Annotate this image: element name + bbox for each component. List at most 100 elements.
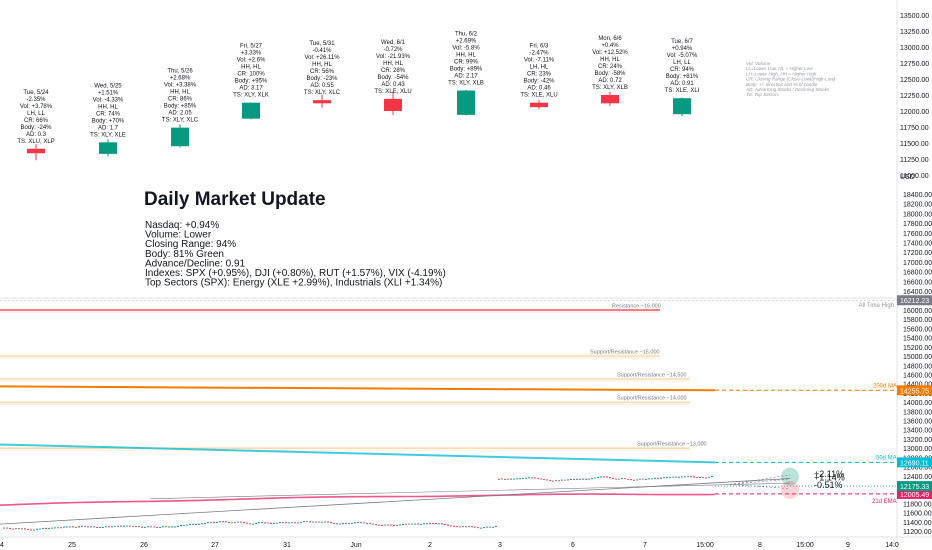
mid-y-tick-label: 18400.00 <box>903 192 932 199</box>
intraday-candle <box>633 479 635 481</box>
stat-line: Closing Range: 94% <box>145 239 236 250</box>
day-stat-line: AD: 0.3 <box>26 132 47 138</box>
day-stat-line: CR: 86% <box>168 97 193 103</box>
intraday-candle <box>141 526 143 528</box>
intraday-candle <box>684 476 686 478</box>
day-stat-line: AD: 0.43 <box>381 82 405 88</box>
day-stat-line: LH, HL <box>530 65 549 71</box>
ma-50-price-box <box>897 457 932 468</box>
intraday-candle <box>249 523 251 525</box>
legend-line: CR: Closing Range (Close-Low)/(High-Low) <box>746 77 836 82</box>
candle-body <box>673 98 691 115</box>
intraday-candle <box>174 526 176 528</box>
y-tick-label: 14000.00 <box>903 400 932 407</box>
candle-body <box>384 98 402 111</box>
legend-line: LH=Lower High, HH = Higher High <box>746 71 817 76</box>
intraday-candle <box>642 478 644 480</box>
intraday-candle <box>366 523 368 524</box>
y-tick-label: 13000.00 <box>900 45 929 52</box>
y-tick-label: 13500.00 <box>900 13 929 20</box>
intraday-candle <box>537 478 539 479</box>
intraday-candle <box>288 522 290 524</box>
intraday-candle <box>321 521 323 523</box>
intraday-candle <box>117 525 119 527</box>
intraday-candle <box>582 478 584 480</box>
intraday-candle <box>207 522 209 524</box>
intraday-candle <box>615 478 617 480</box>
intraday-candle <box>540 478 542 480</box>
ema-21-label: 21d EMA <box>872 499 897 505</box>
intraday-candle <box>180 525 182 526</box>
intraday-candle <box>372 523 374 525</box>
day-stat-line: Body: +89% <box>450 67 483 73</box>
day-stat-line: TS: XLY, XLB <box>592 85 628 91</box>
mid-y-tick-label: 16600.00 <box>903 279 932 286</box>
ma-200-price-label: 14255.75 <box>900 388 929 395</box>
day-stat-line: HH, HL <box>241 65 261 71</box>
day-stat-line: LH, LL <box>673 60 691 66</box>
intraday-candle <box>687 476 689 478</box>
mid-y-tick-label: 16800.00 <box>903 270 932 277</box>
intraday-candle <box>420 524 422 525</box>
intraday-candle <box>132 526 134 527</box>
y-tick-label: 13400.00 <box>903 428 932 435</box>
intraday-candle <box>210 522 212 524</box>
y-tick-label: 13600.00 <box>903 419 932 426</box>
last-price-label: 12175.33 <box>900 484 929 491</box>
intraday-candle <box>516 478 518 480</box>
day-stat-line: Vol: +2.6% <box>237 58 267 64</box>
day-stat-line: TS: XLY, XLK <box>233 93 269 99</box>
ma-200-line <box>0 385 716 392</box>
stat-line: Top Sectors (SPX): Energy (XLE +2.99%), … <box>145 278 442 289</box>
intraday-candle <box>507 478 509 480</box>
x-tick-label: 15:00 <box>696 542 714 549</box>
day-stat-line: AD: 0.91 <box>670 81 694 87</box>
intraday-candle <box>36 528 38 530</box>
day-stat-line: Body: -54% <box>377 75 409 81</box>
intraday-candle <box>654 477 656 479</box>
day-stat-line: Wed, 5/25 <box>94 83 122 89</box>
intraday-candle <box>672 476 674 478</box>
intraday-candle <box>186 524 188 526</box>
intraday-candle <box>483 527 485 528</box>
intraday-candle <box>381 524 383 526</box>
intraday-candle <box>240 521 242 523</box>
day-stat-line: CR: 28% <box>381 68 406 74</box>
intraday-candle <box>156 527 158 528</box>
intraday-candle <box>30 529 32 531</box>
intraday-candle <box>147 526 149 528</box>
intraday-candle <box>417 523 419 525</box>
projection-annotation: +1.14% <box>814 472 845 482</box>
intraday-candle <box>561 479 563 481</box>
day-stat-line: CR: 100% <box>237 72 265 78</box>
intraday-candle <box>441 523 443 525</box>
intraday-candle <box>45 528 47 529</box>
intraday-candle <box>261 522 263 524</box>
day-stat-line: TS: XLY, XLB <box>448 81 484 87</box>
intraday-candle <box>564 479 566 481</box>
stat-line: Indexes: SPX (+0.95%), DJI (+0.80%), RUT… <box>145 268 446 279</box>
intraday-candle <box>57 527 59 529</box>
y-tick-label: 14800.00 <box>903 363 932 370</box>
ath-price-box <box>897 295 932 306</box>
day-stat-line: TS: XLE, XLU <box>520 93 557 99</box>
intraday-candle <box>93 526 95 528</box>
y-tick-label: 12500.00 <box>900 77 929 84</box>
intraday-candle <box>603 476 605 478</box>
x-tick-label: 8 <box>758 542 762 549</box>
day-stat-line: -0.41% <box>312 48 332 54</box>
intraday-candle <box>588 478 590 480</box>
intraday-candle <box>276 522 278 524</box>
intraday-candle <box>573 479 575 480</box>
intraday-candle <box>666 477 668 478</box>
x-tick-label: 25 <box>68 542 76 549</box>
intraday-candle <box>189 524 191 525</box>
day-stat-line: HH, HL <box>312 62 332 68</box>
intraday-candle <box>486 526 488 528</box>
intraday-candle <box>216 521 218 523</box>
intraday-candle <box>498 478 500 480</box>
intraday-candle <box>357 522 359 523</box>
intraday-candle <box>675 476 677 478</box>
intraday-candle <box>9 528 11 529</box>
y-tick-label: 12250.00 <box>900 93 929 100</box>
